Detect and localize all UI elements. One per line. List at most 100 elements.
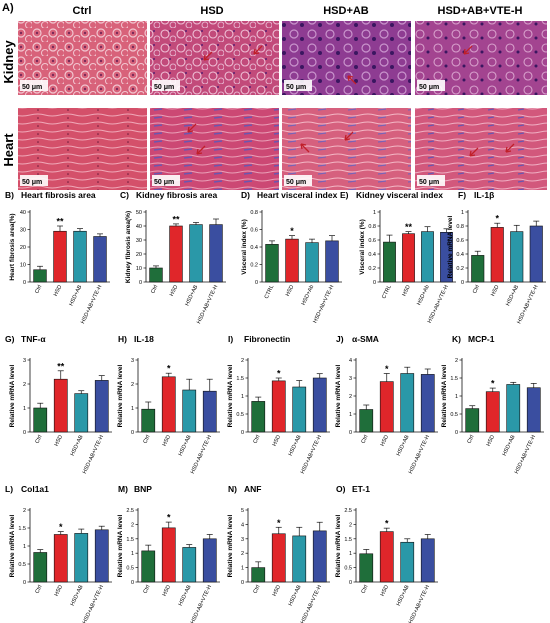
column-title-hsd-ab: HSD+AB — [323, 5, 369, 17]
category-label: HSD+AB — [288, 584, 303, 607]
y-tick-label: 0 — [455, 430, 458, 436]
bar — [420, 374, 435, 433]
bar — [325, 240, 339, 283]
y-axis-label: Relative mRNA level — [9, 514, 16, 577]
y-tick-label: 0.4 — [456, 252, 464, 258]
chart-title: Kidney visceral index — [356, 190, 443, 200]
chart-title: Heart fibrosis area — [21, 190, 96, 200]
y-tick-label: 0.2 — [368, 266, 376, 272]
bar — [169, 225, 183, 283]
y-tick-label: 1.5 — [126, 537, 134, 543]
chart-letter: J) — [336, 334, 344, 344]
bar — [141, 408, 156, 433]
y-tick-label: 4 — [349, 358, 352, 364]
y-tick-label: 0.5 — [344, 566, 352, 572]
y-tick-label: 0 — [461, 280, 464, 286]
category-label: HSD+Ab+VTE-H — [312, 284, 335, 324]
chart-title: Col1a1 — [21, 484, 49, 494]
chart-title: Fibronectin — [244, 334, 290, 344]
scale-label: 50 μm — [154, 84, 174, 91]
bar — [285, 238, 299, 283]
category-label: HSD — [285, 284, 295, 297]
category-label: HSD — [272, 584, 282, 597]
bar — [53, 534, 68, 583]
category-label: HSD — [162, 584, 172, 597]
category-label: CTRL — [264, 284, 276, 300]
category-label: HSD+AB — [70, 434, 85, 457]
category-label: Ctrl — [35, 584, 44, 594]
bar — [526, 387, 541, 433]
column-title-hsd-ab-vte: HSD+AB+VTE-H — [438, 5, 523, 17]
significance-marker: * — [167, 364, 171, 374]
bar — [182, 547, 197, 583]
bar — [400, 373, 415, 433]
category-label: HSD+AB+VTE-H — [516, 284, 539, 325]
y-axis-label: Relative mRNA level — [117, 514, 124, 577]
bar — [506, 384, 521, 433]
y-tick-label: 0.8 — [368, 224, 376, 230]
category-label: HSD+AB — [396, 434, 411, 457]
category-label: HSD — [53, 284, 63, 297]
scale-label: 50 μm — [22, 179, 42, 186]
y-axis-label: Kidney fibrosis area(%) — [125, 211, 132, 283]
row-title-kidney: Kidney — [1, 40, 16, 84]
bar — [379, 381, 394, 433]
category-label: Ctrl — [150, 284, 159, 294]
y-tick-label: 2.5 — [344, 508, 352, 514]
y-tick-label: 10 — [136, 266, 142, 272]
y-axis-label: Relative mRNA level — [335, 514, 342, 577]
bar — [465, 408, 480, 433]
y-tick-label: 3 — [349, 376, 352, 382]
y-tick-label: 1.5 — [450, 376, 458, 382]
bar — [94, 529, 109, 583]
chart-k: K) MCP-1 0 0.5 1 1.5 2 Relative mRNA level Ctrl *… — [441, 334, 544, 475]
y-tick-label: 0 — [23, 280, 26, 286]
y-tick-label: 2 — [23, 508, 26, 514]
chart-title: MCP-1 — [468, 334, 495, 344]
y-tick-label: 1 — [23, 544, 26, 550]
y-axis-label: Relative mRNA level — [117, 364, 124, 427]
chart-letter: B) — [5, 190, 14, 200]
significance-marker: * — [59, 522, 63, 532]
column-title-hsd: HSD — [200, 5, 223, 17]
y-axis-label: Relative mRNA level — [227, 364, 234, 427]
y-tick-label: 3 — [23, 358, 26, 364]
y-tick-label: 0 — [23, 430, 26, 436]
y-axis-label: Relative mRNA level — [441, 364, 448, 427]
category-label: HSD+Ab+VTE-H — [427, 284, 450, 324]
y-tick-label: 1 — [131, 551, 134, 557]
bar — [271, 380, 286, 433]
category-label: HSD+AB — [178, 584, 193, 607]
bar — [73, 230, 87, 283]
chart-f: F) IL-1β 0 0.2 0.4 0.6 0.8 1 Relative mRNA level… — [447, 190, 546, 325]
chart-letter: G) — [5, 334, 15, 344]
histology-panel: A) Ctrl HSD HSD+AB HSD+AB+VTE-H Kidney H… — [1, 2, 547, 190]
chart-e: E) Kidney visceral index 0 0.2 0.4 0.6 0.8 1 Vis… — [340, 190, 456, 324]
y-tick-label: 0 — [241, 430, 244, 436]
y-tick-label: 0.6 — [250, 228, 258, 234]
chart-letter: D) — [241, 190, 250, 200]
y-tick-label: 40 — [20, 210, 26, 216]
scale-bars: 50 μm 50 μm 50 μm 50 μm 50 μm 50 μm 50 μ… — [20, 80, 445, 186]
category-label: Ctrl — [361, 584, 370, 594]
category-label: HSD — [272, 434, 282, 447]
bar — [383, 241, 396, 283]
category-label: HSD — [169, 284, 179, 297]
category-label: Ctrl — [35, 434, 44, 444]
bar — [202, 538, 217, 583]
category-label: HSD+AB+VTE-H — [514, 434, 537, 475]
bar — [149, 267, 163, 283]
significance-marker: ** — [405, 222, 413, 232]
y-tick-label: 0 — [241, 580, 244, 586]
category-label: HSD+AB+VTE-H — [82, 434, 105, 475]
bar — [94, 380, 109, 433]
category-label: Ctrl — [472, 284, 481, 294]
row-title-heart: Heart — [1, 133, 16, 167]
panel-letter-a: A) — [2, 2, 14, 14]
y-tick-label: 2.5 — [126, 508, 134, 514]
chart-title: Kidney fibrosis area — [136, 190, 218, 200]
y-axis-label: Visceral index (%) — [241, 219, 248, 275]
bar — [53, 378, 68, 433]
y-tick-label: 0 — [131, 580, 134, 586]
y-tick-label: 3 — [131, 358, 134, 364]
